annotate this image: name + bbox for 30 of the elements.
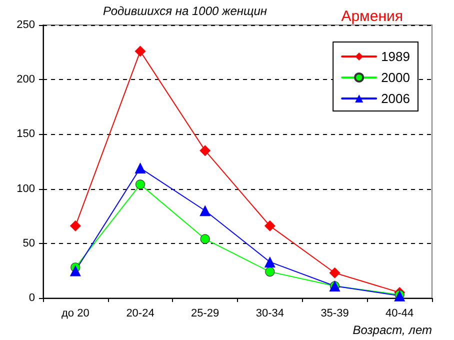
legend-label: 2006 <box>381 91 410 106</box>
x-tick-label: 20-24 <box>126 308 154 320</box>
point <box>200 234 210 244</box>
point <box>135 180 146 190</box>
point <box>264 256 276 268</box>
point <box>264 220 276 232</box>
y-tick-label: 0 <box>28 292 35 304</box>
point <box>70 265 81 276</box>
x-tick-label: 35-39 <box>320 308 349 320</box>
y-tick-label: 250 <box>16 19 35 31</box>
point <box>329 267 340 278</box>
x-tick-label: 40-44 <box>386 308 414 320</box>
legend-label: 1989 <box>381 49 410 64</box>
point <box>134 46 146 57</box>
y-tick-label: 200 <box>16 74 35 86</box>
y-tick-label: 100 <box>16 182 35 195</box>
point <box>265 266 275 277</box>
y-tick-label: 150 <box>16 128 35 140</box>
x-tick-label: до 20 <box>62 308 90 320</box>
x-axis-title: Возраст, лет <box>352 323 432 337</box>
point <box>200 145 211 156</box>
point <box>70 220 81 232</box>
x-tick-label: 25-29 <box>191 308 220 320</box>
chart-title: Армения <box>341 8 404 25</box>
point <box>134 162 146 174</box>
point <box>200 205 211 216</box>
x-tick-label: 30-34 <box>256 308 284 320</box>
y-axis-title: Родившихся на 1000 женщин <box>103 4 268 18</box>
legend-label: 2000 <box>381 70 410 85</box>
y-tick-label: 50 <box>22 237 35 250</box>
